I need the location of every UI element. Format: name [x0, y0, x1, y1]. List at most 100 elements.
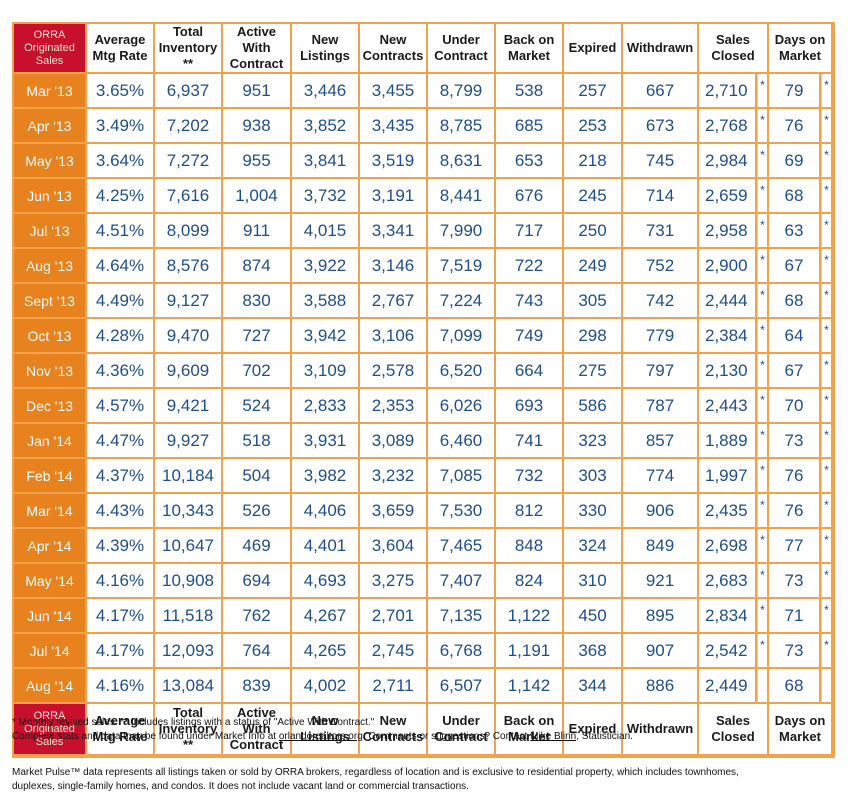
table-cell: 4,002	[292, 669, 360, 704]
table-cell: 849	[623, 529, 699, 564]
table-cell: 6,937	[155, 74, 223, 109]
table-cell: 2,542	[699, 634, 757, 669]
table-row: May '14 4.16% 10,908 694 4,693 3,275 7,407 824 3…	[14, 564, 833, 599]
table-cell: 745	[623, 144, 699, 179]
table-cell: 8,631	[428, 144, 496, 179]
days-revised-mark: *	[821, 284, 833, 319]
table-cell: 2,768	[699, 109, 757, 144]
table-cell: 6,026	[428, 389, 496, 424]
sales-revised-mark: *	[757, 319, 769, 354]
table-cell: 253	[564, 109, 623, 144]
days-revised-mark: *	[821, 634, 833, 669]
table-cell: 2,578	[360, 354, 428, 389]
month-label: Aug '14	[14, 669, 87, 704]
table-cell: 653	[496, 144, 564, 179]
table-cell: 63	[769, 214, 821, 249]
table-row: Dec '13 4.57% 9,421 524 2,833 2,353 6,026 693 58…	[14, 389, 833, 424]
top-header-row: ORRA Originated Sales Average Mtg Rate Total I…	[14, 24, 833, 74]
table-cell: 68	[769, 284, 821, 319]
days-revised-mark: *	[821, 109, 833, 144]
month-label: May '13	[14, 144, 87, 179]
table-cell: 742	[623, 284, 699, 319]
table-cell: 2,353	[360, 389, 428, 424]
month-label: Oct '13	[14, 319, 87, 354]
table-cell: 3,191	[360, 179, 428, 214]
table-cell: 68	[769, 669, 821, 704]
table-cell: 2,443	[699, 389, 757, 424]
table-cell: 64	[769, 319, 821, 354]
days-revised-mark: *	[821, 319, 833, 354]
table-row: Jul '13 4.51% 8,099 911 4,015 3,341 7,990 717 25…	[14, 214, 833, 249]
table-cell: 298	[564, 319, 623, 354]
table-cell: 3,732	[292, 179, 360, 214]
table-cell: 3.64%	[87, 144, 155, 179]
table-cell: 69	[769, 144, 821, 179]
table-cell: 73	[769, 424, 821, 459]
disclaimer-block: Market Pulse™ data represents all listin…	[12, 766, 842, 794]
table-cell: 673	[623, 109, 699, 144]
table-cell: 2,683	[699, 564, 757, 599]
column-header: Withdrawn	[623, 704, 699, 756]
table-cell: 4,265	[292, 634, 360, 669]
table-cell: 3,146	[360, 249, 428, 284]
column-header: Back on Market	[496, 704, 564, 756]
table-cell: 2,701	[360, 599, 428, 634]
table-cell: 8,576	[155, 249, 223, 284]
disclaimer-line-1: Market Pulse™ data represents all listin…	[12, 767, 739, 778]
table-cell: 812	[496, 494, 564, 529]
sales-revised-mark: *	[757, 179, 769, 214]
table-cell: 743	[496, 284, 564, 319]
table-cell: 3,275	[360, 564, 428, 599]
table-cell: 779	[623, 319, 699, 354]
month-label: Jun '14	[14, 599, 87, 634]
table-cell: 3,852	[292, 109, 360, 144]
table-cell: 907	[623, 634, 699, 669]
footnote-line-1: * Monthly revised sales. ** Includes lis…	[12, 717, 375, 728]
table-cell: 2,659	[699, 179, 757, 214]
month-label: May '14	[14, 564, 87, 599]
bottom-header-row: ORRA Originated Sales Average Mtg Rate Total I…	[14, 704, 833, 756]
table-cell: 3,982	[292, 459, 360, 494]
column-header: Expired	[564, 24, 623, 74]
table-cell: 2,833	[292, 389, 360, 424]
table-cell: 7,135	[428, 599, 496, 634]
table-cell: 76	[769, 109, 821, 144]
table-cell: 450	[564, 599, 623, 634]
table-cell: 2,958	[699, 214, 757, 249]
table-cell: 4.28%	[87, 319, 155, 354]
column-header: Back on Market	[496, 24, 564, 74]
table-cell: 79	[769, 74, 821, 109]
table-cell: 895	[623, 599, 699, 634]
table-cell: 275	[564, 354, 623, 389]
sales-revised-mark: *	[757, 529, 769, 564]
table-row: Feb '14 4.37% 10,184 504 3,982 3,232 7,085 732 3…	[14, 459, 833, 494]
table-cell: 2,834	[699, 599, 757, 634]
column-header: Total Inventory **	[155, 24, 223, 74]
table-cell: 330	[564, 494, 623, 529]
orlandorealtors-link[interactable]: orlandorealtors.org	[278, 731, 363, 742]
table-cell: 76	[769, 494, 821, 529]
market-stats-table-wrapper: ORRA Originated Sales Average Mtg Rate Total I…	[12, 22, 835, 758]
footnote-block: * Monthly revised sales. ** Includes lis…	[12, 716, 842, 744]
table-cell: 3,435	[360, 109, 428, 144]
sales-revised-mark: *	[757, 599, 769, 634]
table-cell: 303	[564, 459, 623, 494]
contact-link[interactable]: Mike Blinn	[530, 731, 577, 742]
column-header: Average Mtg Rate	[87, 24, 155, 74]
sales-revised-mark: *	[757, 214, 769, 249]
table-cell: 874	[223, 249, 292, 284]
table-cell: 13,084	[155, 669, 223, 704]
table-cell: 694	[223, 564, 292, 599]
table-cell: 526	[223, 494, 292, 529]
table-row: Aug '13 4.64% 8,576 874 3,922 3,146 7,519 722 24…	[14, 249, 833, 284]
table-cell: 921	[623, 564, 699, 599]
table-cell: 586	[564, 389, 623, 424]
table-cell: 67	[769, 354, 821, 389]
table-cell: 9,470	[155, 319, 223, 354]
sales-revised-mark: *	[757, 109, 769, 144]
table-cell: 4,267	[292, 599, 360, 634]
days-revised-mark: *	[821, 494, 833, 529]
column-header: Expired	[564, 704, 623, 756]
month-label: Jun '13	[14, 179, 87, 214]
table-cell: 4,693	[292, 564, 360, 599]
